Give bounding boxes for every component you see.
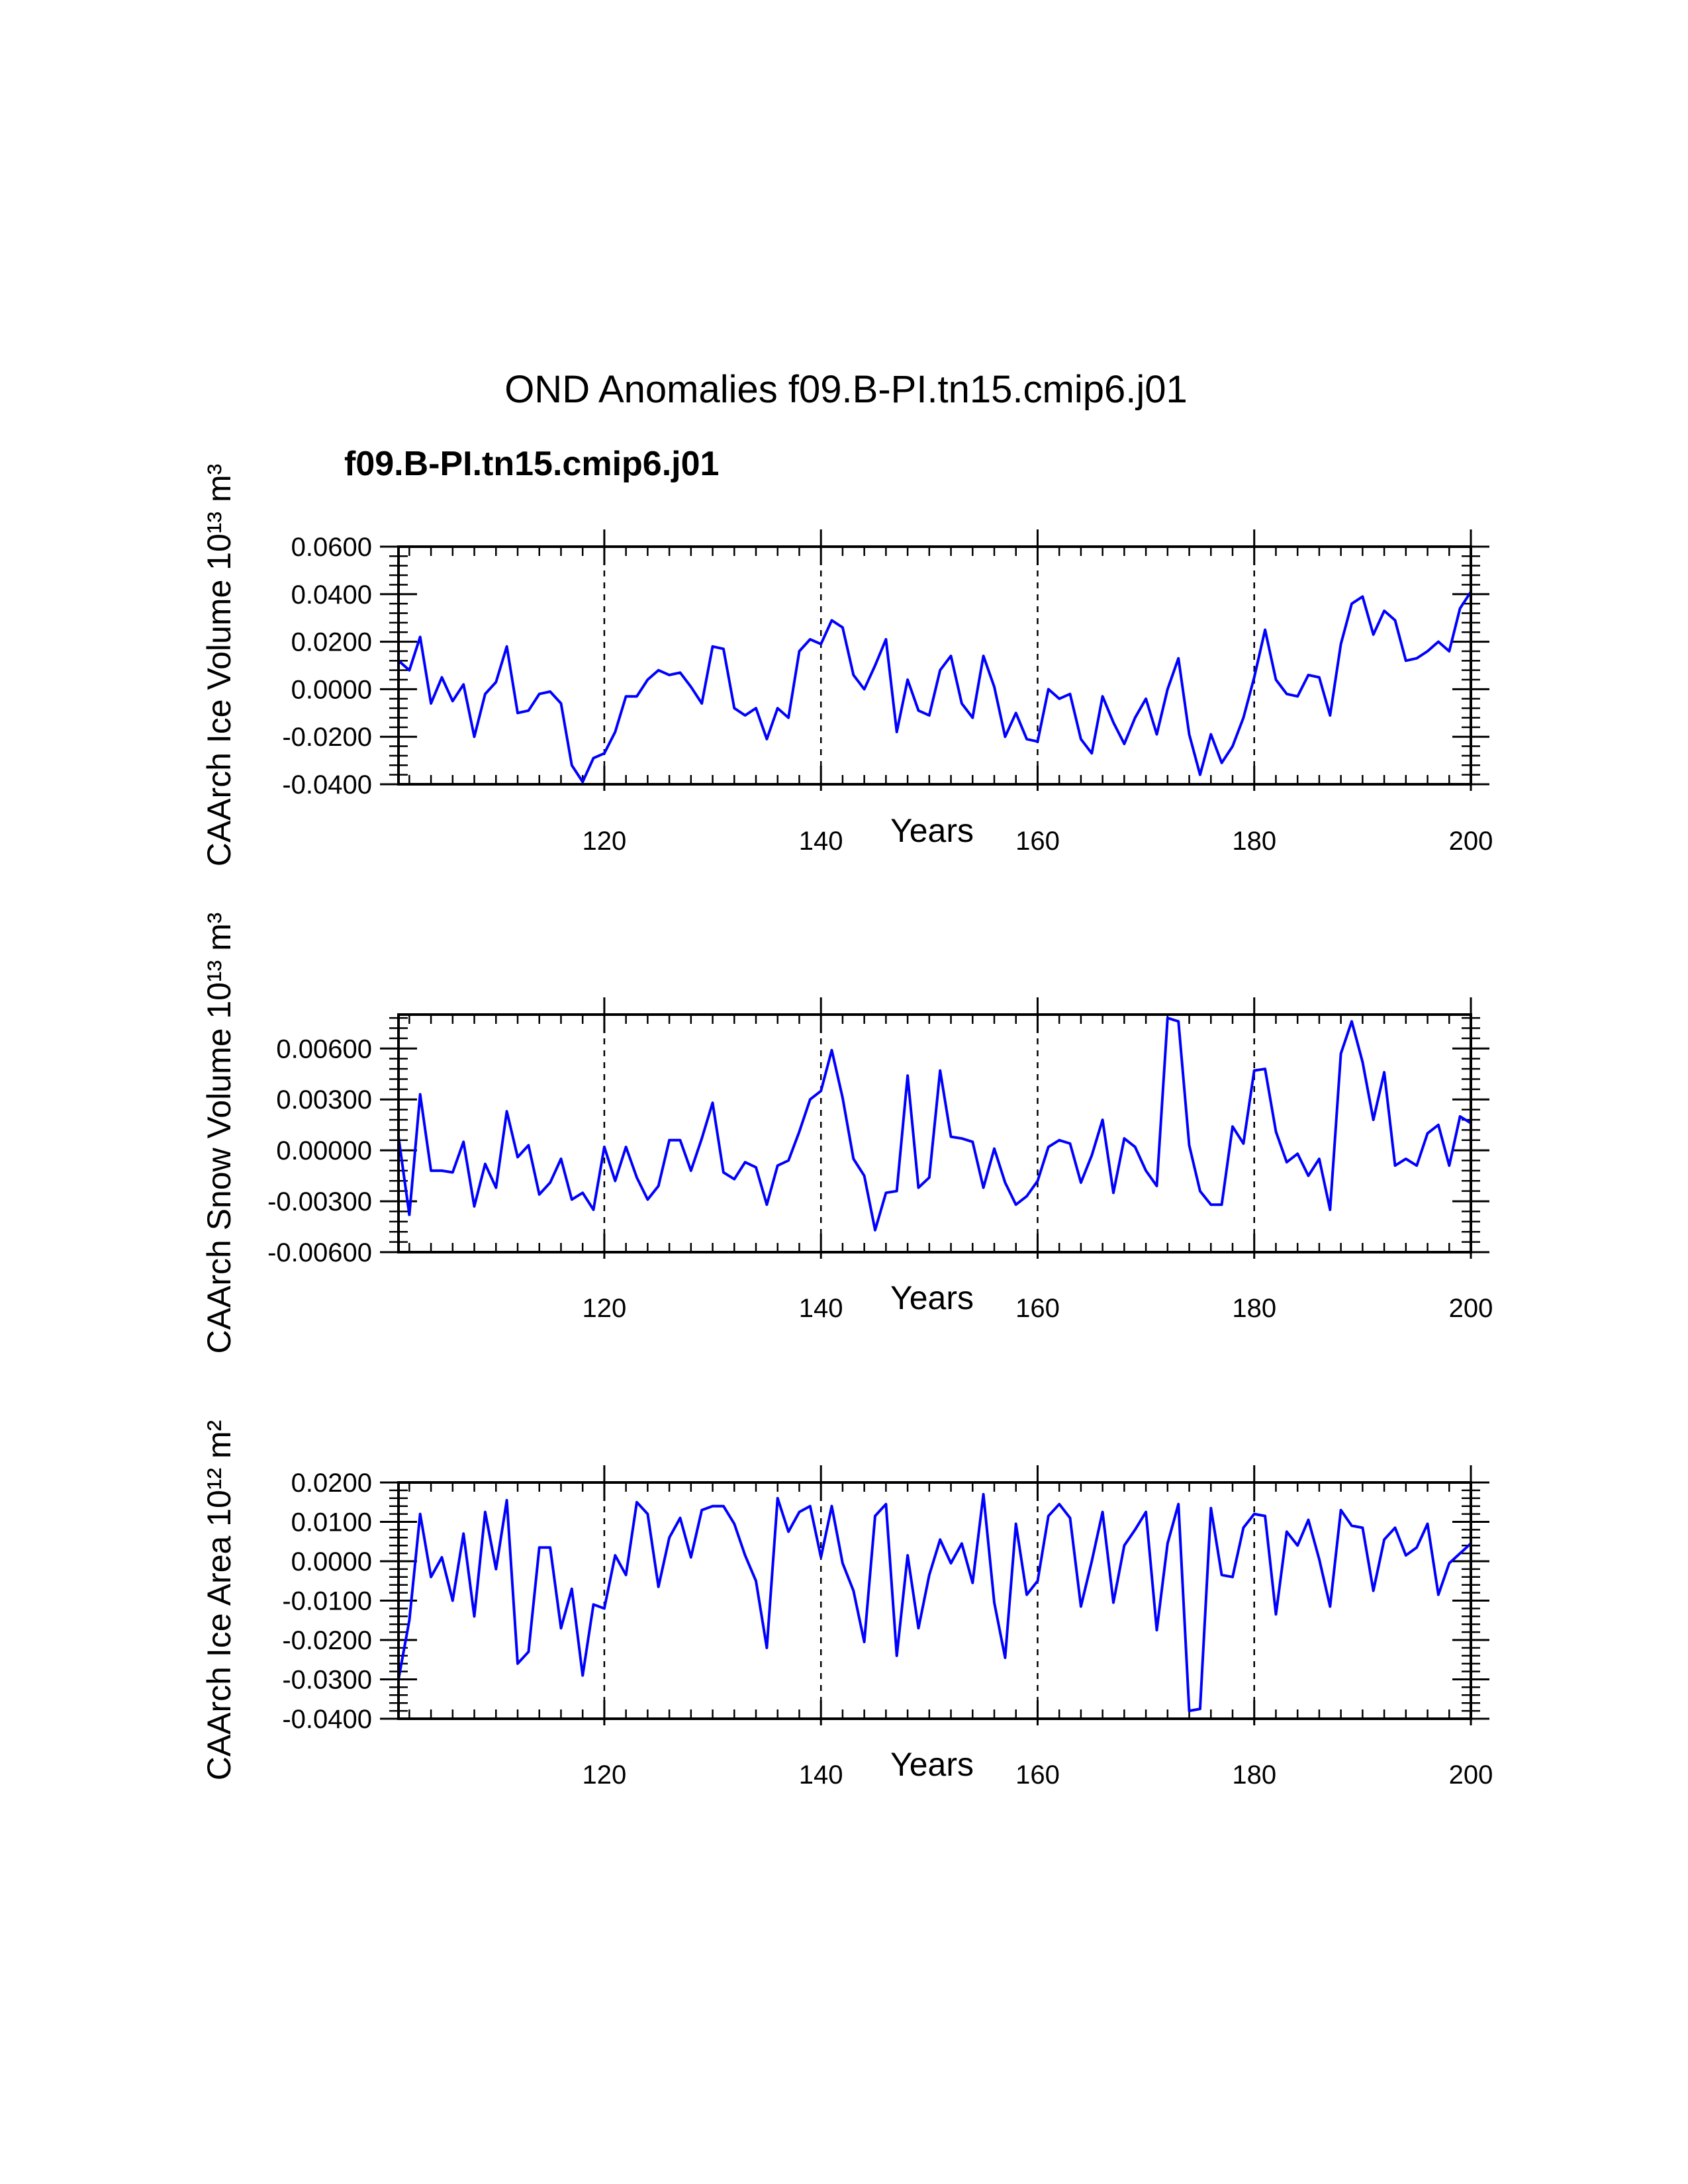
snow-volume-series-line <box>397 1017 1472 1232</box>
y-tick-label: -0.0300 <box>282 1666 372 1695</box>
x-tick-label: 200 <box>1449 827 1493 856</box>
y-tick-label: -0.0100 <box>282 1587 372 1616</box>
y-tick-label: 0.00600 <box>276 1034 372 1064</box>
ice-volume-panel: -0.0400 -0.0200 0.0000 0.0200 0.0400 0.0600 12… <box>201 464 1493 867</box>
panels: -0.0400 -0.0200 0.0000 0.0200 0.0400 0.0600 12… <box>201 464 1493 1790</box>
ice-area-panel: -0.0400 -0.0300 -0.0200 -0.0100 0.0000 0.0100… <box>201 1420 1493 1790</box>
x-tick-label: 120 <box>583 1294 627 1323</box>
y-tick-label: -0.0400 <box>282 770 372 799</box>
y-tick-label: 0.0600 <box>291 533 372 562</box>
plot-frame <box>397 1481 1472 1720</box>
ice-area-series-line <box>397 1492 1472 1713</box>
y-tick-label: -0.0200 <box>282 1626 372 1655</box>
x-tick-label: 200 <box>1449 1294 1493 1323</box>
x-axis-label: Years <box>890 1746 974 1783</box>
y-tick-label: 0.00000 <box>276 1136 372 1165</box>
x-tick-label: 120 <box>583 827 627 856</box>
x-tick-label: 140 <box>799 827 843 856</box>
y-tick-label: 0.0000 <box>291 1547 372 1576</box>
ice-volume-series-line <box>397 591 1472 784</box>
x-tick-label: 180 <box>1232 1760 1276 1790</box>
x-tick-label: 180 <box>1232 827 1276 856</box>
x-tick-label: 160 <box>1015 827 1060 856</box>
y-tick-label: 0.0200 <box>291 628 372 657</box>
x-tick-label: 180 <box>1232 1294 1276 1323</box>
plot-frame <box>397 545 1472 786</box>
x-tick-label: 120 <box>583 1760 627 1790</box>
page-title: OND Anomalies f09.B-PI.tn15.cmip6.j01 <box>504 368 1188 411</box>
y-axis-label: CAArch Snow Volume 10¹³ m³ <box>201 913 238 1354</box>
x-axis-label: Years <box>890 812 974 849</box>
x-tick-label: 200 <box>1449 1760 1493 1790</box>
y-tick-label: 0.0400 <box>291 580 372 610</box>
snow-volume-panel: -0.00600 -0.00300 0.00000 0.00300 0.00600 120… <box>201 913 1493 1354</box>
x-tick-label: 140 <box>799 1294 843 1323</box>
run-subtitle: f09.B-PI.tn15.cmip6.j01 <box>344 445 719 483</box>
plot-frame <box>397 1013 1472 1253</box>
x-tick-label: 140 <box>799 1760 843 1790</box>
x-tick-label: 160 <box>1015 1294 1060 1323</box>
y-axis-label: CAArch Ice Area 10¹² m² <box>201 1420 238 1781</box>
x-tick-label: 160 <box>1015 1760 1060 1790</box>
y-tick-label: 0.0200 <box>291 1469 372 1498</box>
x-axis-label: Years <box>890 1279 974 1316</box>
y-tick-label: 0.0000 <box>291 675 372 704</box>
y-tick-label: -0.0200 <box>282 723 372 752</box>
y-tick-label: 0.00300 <box>276 1085 372 1115</box>
y-tick-label: -0.0400 <box>282 1705 372 1734</box>
y-tick-label: -0.00300 <box>267 1187 372 1216</box>
y-tick-label: -0.00600 <box>267 1238 372 1267</box>
y-axis-label: CAArch Ice Volume 10¹³ m³ <box>201 464 238 867</box>
y-tick-label: 0.0100 <box>291 1508 372 1537</box>
